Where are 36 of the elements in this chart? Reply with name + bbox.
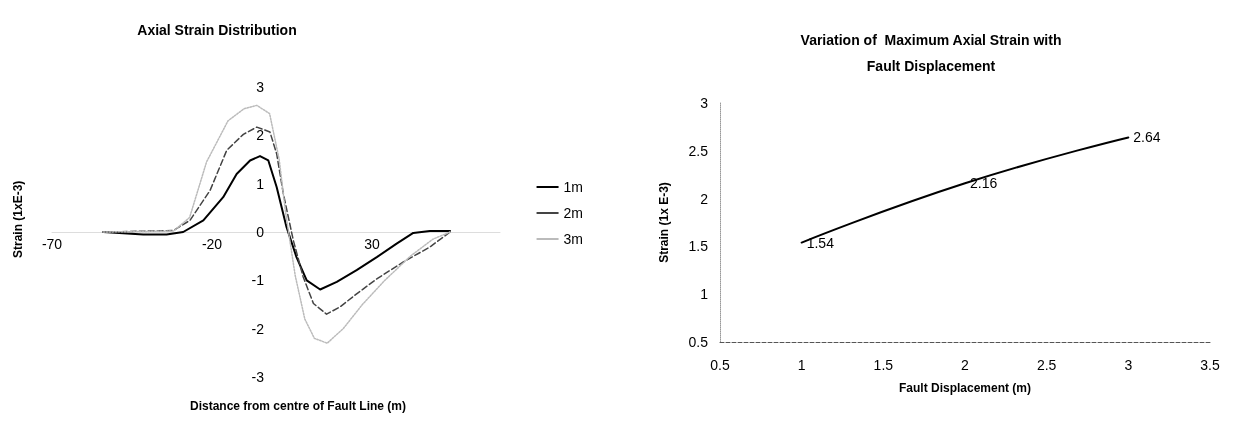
x-tick-label: 1.5 — [873, 357, 894, 373]
y-tick-label: 0 — [256, 224, 265, 240]
x-tick-label: 1 — [797, 357, 806, 373]
legend-label: 3m — [563, 231, 583, 247]
x-axis-title: Fault Displacement (m) — [898, 381, 1032, 395]
line-series — [102, 155, 452, 291]
data-label: 2.64 — [1133, 129, 1161, 146]
y-tick-label: 1 — [256, 175, 265, 192]
chart-title: Variation of Maximum Axial Strain with Fault Displacement — [800, 32, 1062, 74]
y-tick-label: 3 — [700, 95, 709, 111]
x-tick-label: 30 — [364, 236, 380, 252]
x-tick-label: -70 — [41, 236, 63, 252]
x-tick-label: -20 — [201, 236, 223, 252]
y-tick-label: 1 — [700, 286, 709, 303]
x-tick-label: 3 — [1124, 357, 1133, 373]
y-tick-label: 2 — [256, 127, 265, 144]
x-axis-title: Distance from centre of Fault Line (m) — [189, 399, 407, 413]
y-tick-label: 3 — [256, 79, 265, 95]
y-axis-title: Strain (1xE-3) — [11, 180, 25, 258]
x-tick-label: 3.5 — [1200, 357, 1220, 373]
y-tick-label: -3 — [251, 369, 265, 385]
x-tick-label: 0.5 — [710, 357, 730, 373]
x-tick-label: 2.5 — [1036, 357, 1057, 373]
y-tick-label: 2 — [700, 190, 709, 207]
y-tick-label: -1 — [251, 272, 265, 289]
chart-title: Axial Strain Distribution — [137, 22, 297, 38]
y-tick-label: 2.5 — [688, 142, 709, 159]
line-series — [102, 126, 451, 315]
legend-label: 2m — [563, 205, 583, 221]
y-tick-label: -2 — [251, 320, 265, 337]
data-label: 1.54 — [806, 234, 835, 251]
y-axis-title: Strain (1x E-3) — [657, 182, 671, 263]
legend-label: 1m — [563, 179, 583, 195]
x-tick-label: 2 — [961, 357, 970, 373]
y-tick-label: 0.5 — [688, 334, 709, 350]
data-label: 2.16 — [970, 175, 998, 192]
